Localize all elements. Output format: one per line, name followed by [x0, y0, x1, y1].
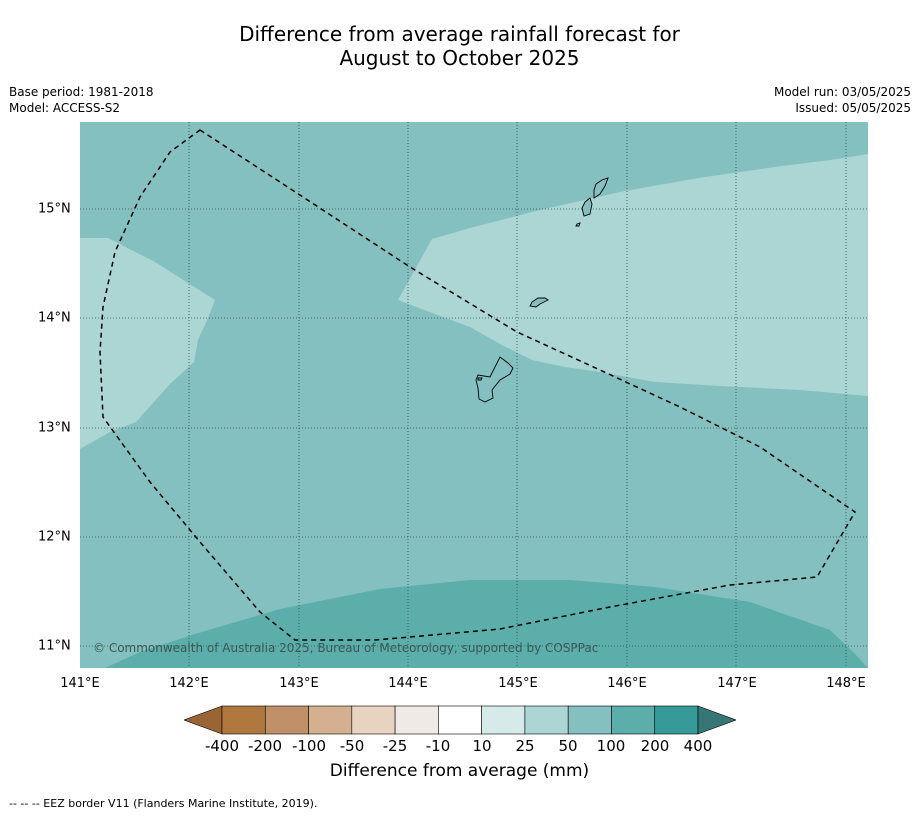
colorbar-title: Difference from average (mm): [329, 761, 590, 781]
title-line-2: August to October 2025: [339, 46, 580, 70]
y-tick: 12°N: [38, 529, 71, 545]
colorbar-label: 25: [515, 737, 535, 755]
colorbar-segment: [611, 705, 656, 735]
islands: [475, 177, 609, 403]
eez-border: [99, 129, 857, 641]
colorbar-label: -10: [425, 737, 451, 755]
colorbar-segment: [654, 705, 699, 735]
copyright-notice: © Commonwealth of Australia 2025, Bureau…: [93, 641, 599, 655]
map-plot: [80, 122, 868, 668]
colorbar-segment: [351, 705, 396, 735]
island-aguijan: [575, 222, 581, 227]
colorbar-label: -200: [247, 737, 283, 755]
colorbar-extend-low: [184, 705, 223, 735]
colorbar: [184, 705, 736, 735]
island-cocos: [477, 377, 483, 381]
field-25-50-east: [398, 154, 868, 396]
grid-lines: [80, 122, 868, 668]
colorbar-segment: [394, 705, 439, 735]
colorbar-label: -100: [291, 737, 327, 755]
map-title: Difference from average rainfall forecas…: [0, 22, 919, 70]
colorbar-label: 400: [683, 737, 713, 755]
x-tick: 147°E: [717, 676, 757, 691]
meta-right: Model run: 03/05/2025 Issued: 05/05/2025: [774, 84, 911, 116]
colorbar-label: 50: [558, 737, 578, 755]
colorbar-label: 100: [596, 737, 626, 755]
x-tick: 145°E: [498, 676, 538, 691]
colorbar-extend-high: [697, 705, 736, 735]
colorbar-segment: [438, 705, 482, 735]
field-25-50-west: [80, 238, 215, 449]
meta-left: Base period: 1981-2018 Model: ACCESS-S2: [9, 84, 154, 116]
y-tick: 11°N: [38, 638, 71, 654]
eez-legend-note: -- -- -- EEZ border V11 (Flanders Marine…: [9, 797, 318, 810]
colorbar-segment: [308, 705, 353, 735]
y-tick: 15°N: [38, 201, 71, 217]
x-tick: 142°E: [169, 676, 209, 691]
issued-date: Issued: 05/05/2025: [795, 101, 911, 115]
x-tick: 144°E: [388, 676, 428, 691]
colorbar-segment: [524, 705, 569, 735]
x-tick: 146°E: [607, 676, 647, 691]
island-rota: [529, 297, 549, 308]
colorbar-label: 200: [640, 737, 670, 755]
colorbar-label: 10: [472, 737, 492, 755]
colorbar-segment: [481, 705, 526, 735]
model-name: Model: ACCESS-S2: [9, 101, 121, 115]
y-tick: 14°N: [38, 310, 71, 326]
x-tick: 148°E: [826, 676, 866, 691]
model-run: Model run: 03/05/2025: [773, 85, 911, 99]
colorbar-segment: [567, 705, 612, 735]
y-tick: 13°N: [38, 420, 71, 436]
colorbar-label: -25: [382, 737, 408, 755]
x-tick: 143°E: [279, 676, 319, 691]
base-period: Base period: 1981-2018: [9, 85, 154, 99]
colorbar-label: -50: [339, 737, 365, 755]
island-tinian: [581, 197, 593, 217]
colorbar-label: -400: [204, 737, 240, 755]
island-saipan: [593, 177, 609, 199]
colorbar-segment: [264, 705, 309, 735]
island-guam: [475, 356, 514, 403]
x-tick: 141°E: [60, 676, 100, 691]
colorbar-segment: [221, 705, 266, 735]
colorbar-segments: [184, 705, 736, 735]
title-line-1: Difference from average rainfall forecas…: [239, 22, 680, 46]
